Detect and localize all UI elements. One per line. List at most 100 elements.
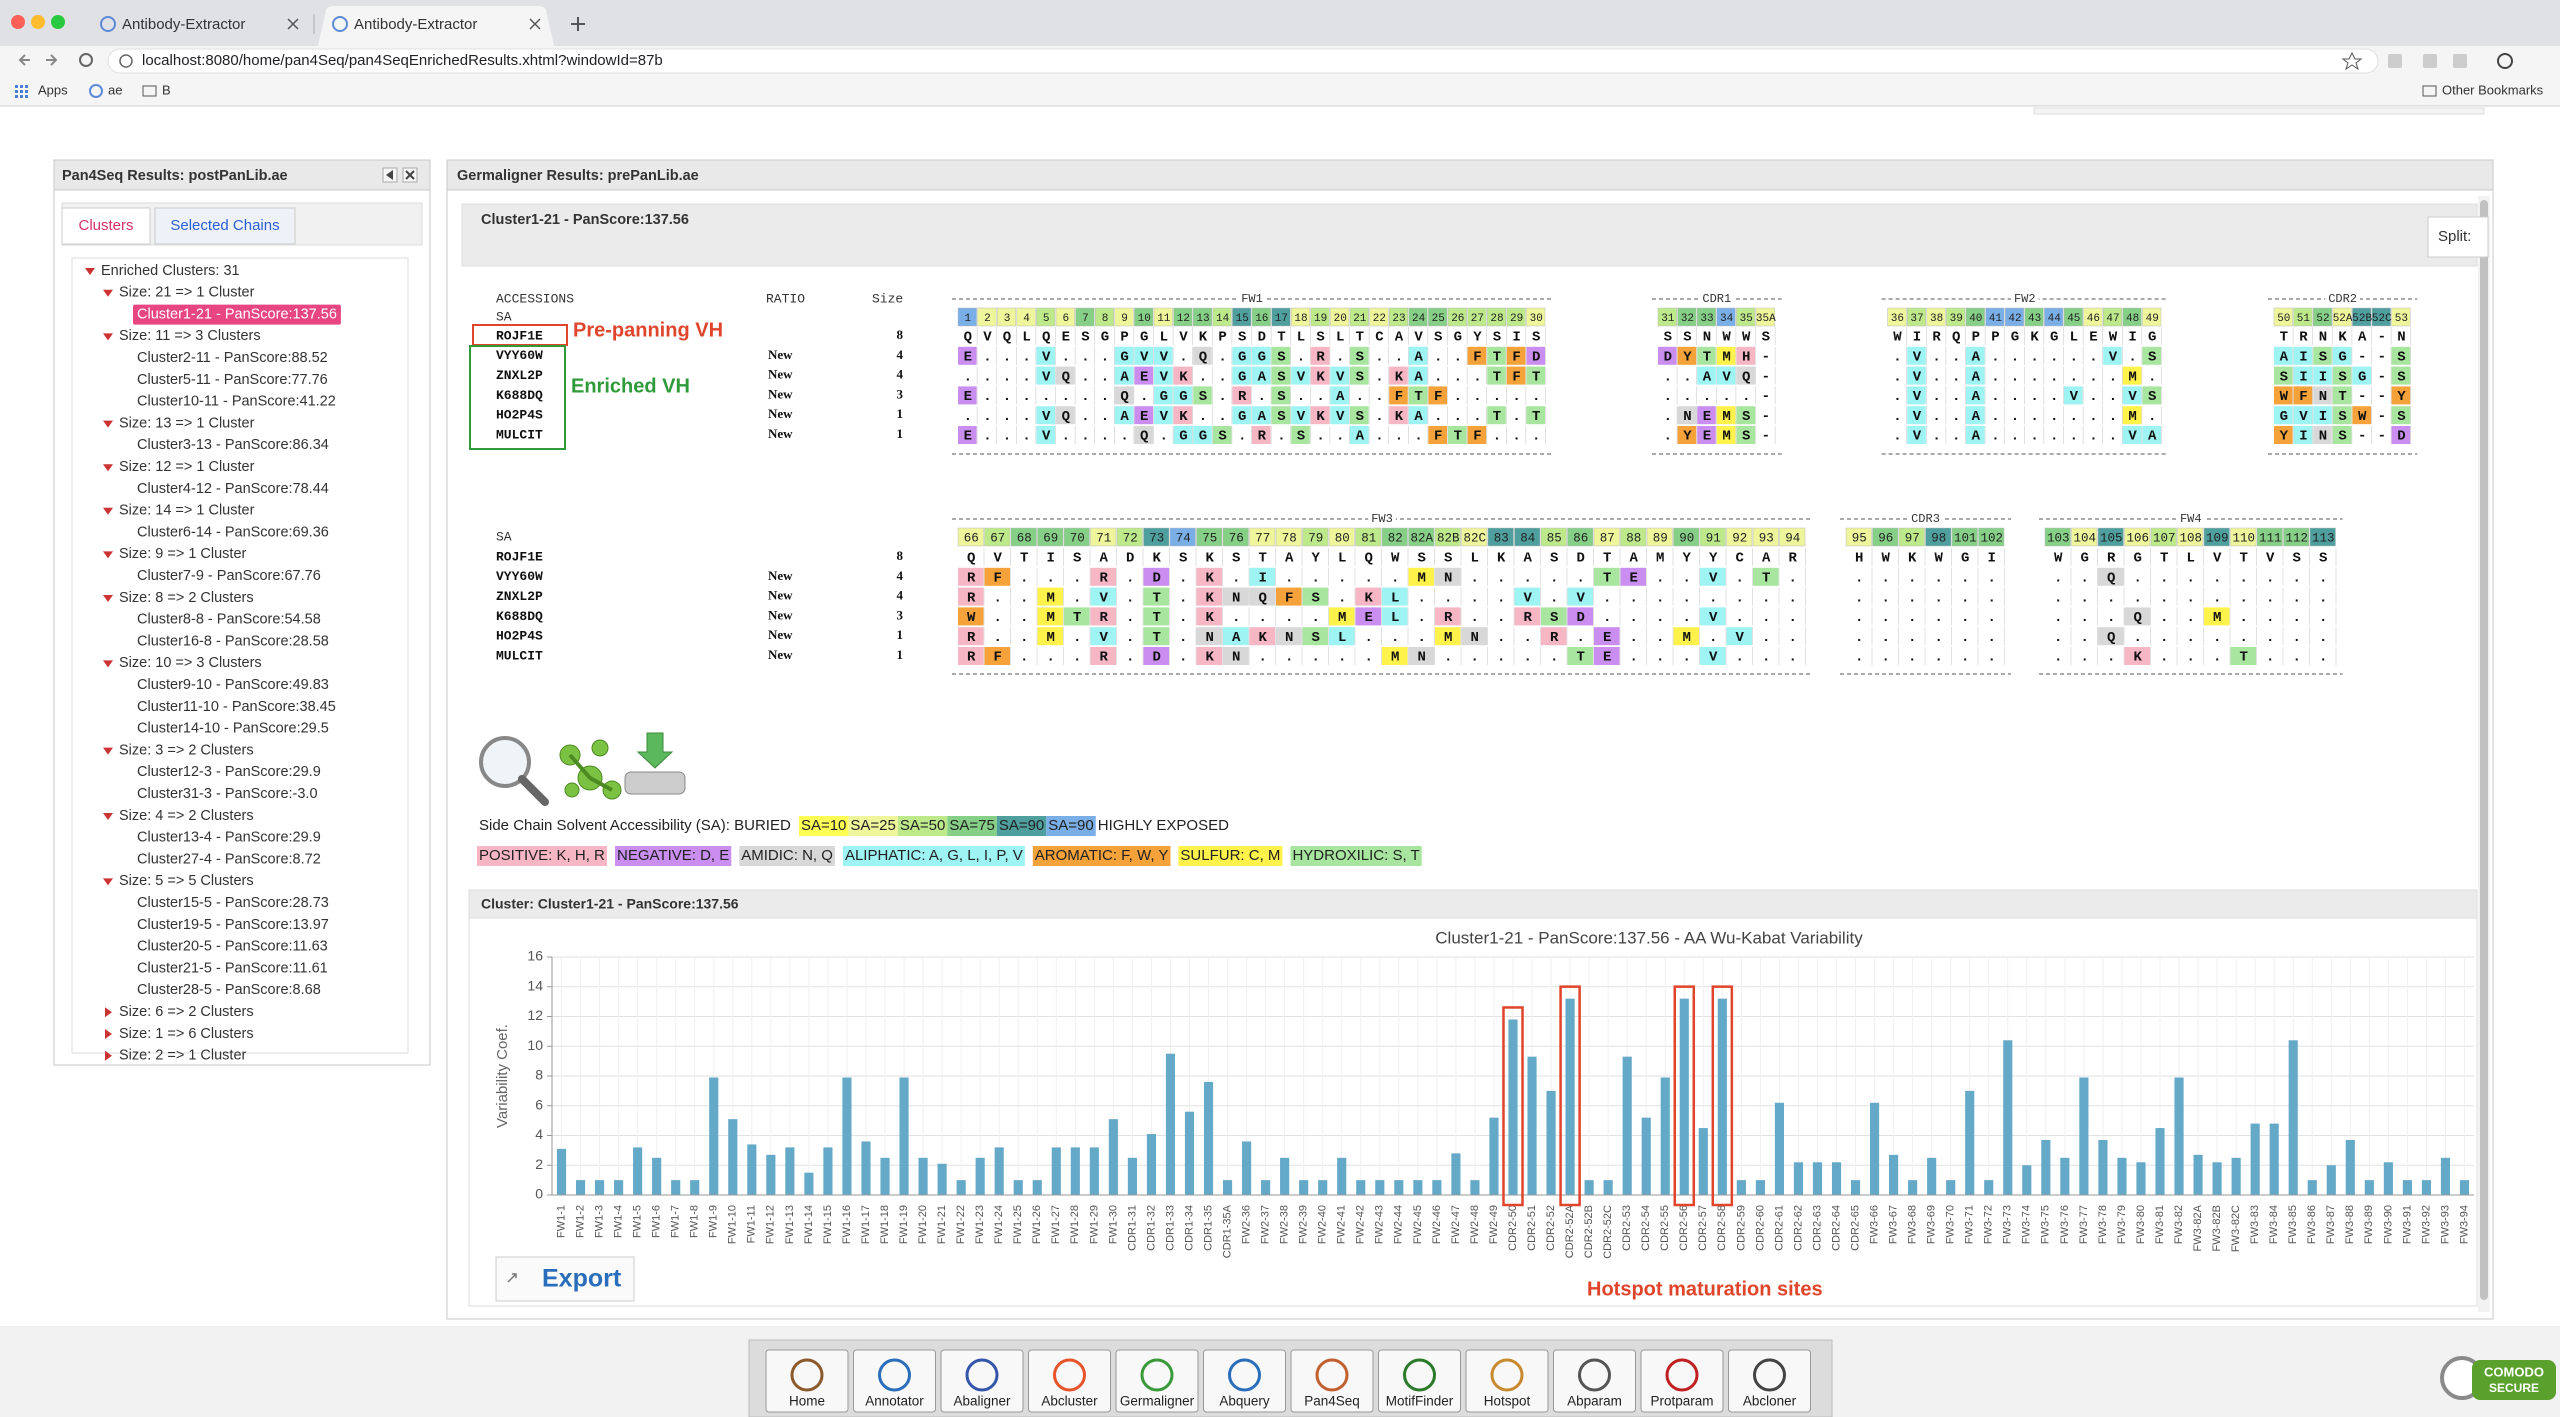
- tree-item[interactable]: Cluster13-4 - PanScore:29.9: [137, 830, 321, 846]
- tree-item[interactable]: Cluster4-12 - PanScore:78.44: [137, 481, 329, 497]
- residue-color: [1310, 346, 1330, 365]
- tree-group[interactable]: Size: 12 => 1 Cluster: [119, 459, 255, 475]
- bookmark[interactable]: Other Bookmarks: [2442, 82, 2544, 97]
- tree-group[interactable]: Size: 11 => 3 Clusters: [119, 328, 261, 344]
- tree-item[interactable]: Cluster7-9 - PanScore:67.76: [137, 568, 321, 584]
- residue-color: [958, 607, 984, 626]
- bar: [1261, 1180, 1271, 1195]
- toolbar-label[interactable]: Protparam: [1650, 1394, 1713, 1409]
- export-button[interactable]: [495, 1256, 635, 1302]
- toolbar-button[interactable]: [853, 1349, 936, 1413]
- tree-item[interactable]: Cluster10-11 - PanScore:41.22: [137, 394, 336, 410]
- bookmark[interactable]: Apps: [38, 82, 68, 97]
- tree-item[interactable]: Cluster11-10 - PanScore:38.45: [137, 699, 336, 715]
- toolbar-label[interactable]: Abcloner: [1743, 1394, 1797, 1409]
- export-label[interactable]: Export: [542, 1265, 622, 1293]
- toolbar-button[interactable]: [1290, 1349, 1374, 1413]
- toolbar-label[interactable]: Abparam: [1567, 1394, 1622, 1409]
- x-tick-label: FW1-30: [1107, 1205, 1119, 1244]
- tree-group[interactable]: Size: 21 => 1 Cluster: [119, 285, 255, 301]
- toolbar-label[interactable]: Pan4Seq: [1304, 1394, 1360, 1409]
- residue-color: [1037, 607, 1063, 626]
- toolbar-button[interactable]: [1553, 1349, 1636, 1413]
- toolbar-label[interactable]: Hotspot: [1484, 1394, 1531, 1409]
- browser-tab[interactable]: [318, 6, 554, 46]
- toolbar-button[interactable]: [1465, 1349, 1549, 1413]
- residue-color: [1594, 627, 1620, 646]
- tree-item[interactable]: Cluster27-4 - PanScore:8.72: [137, 851, 321, 867]
- tree-group[interactable]: Size: 10 => 3 Clusters: [119, 655, 262, 671]
- toolbar-label[interactable]: Abcluster: [1041, 1394, 1098, 1409]
- tree-group[interactable]: Size: 13 => 1 Cluster: [119, 415, 255, 431]
- toolbar-button[interactable]: [940, 1349, 1024, 1413]
- toolbar-button[interactable]: [1115, 1349, 1199, 1413]
- size: 1: [897, 647, 904, 662]
- tree-item[interactable]: Cluster8-8 - PanScore:54.58: [137, 612, 321, 628]
- toolbar-label[interactable]: Abquery: [1219, 1394, 1270, 1409]
- toolbar-label[interactable]: Annotator: [865, 1394, 924, 1409]
- toolbar-label[interactable]: Abaligner: [953, 1394, 1011, 1409]
- tree-toggle: [103, 878, 113, 886]
- split-button[interactable]: [2427, 216, 2489, 258]
- tree-group[interactable]: Size: 2 => 1 Cluster: [119, 1048, 247, 1064]
- address-field[interactable]: [107, 48, 2379, 74]
- tree-item[interactable]: Cluster5-11 - PanScore:77.76: [137, 372, 328, 388]
- tab-label[interactable]: Clusters: [78, 217, 133, 234]
- tab[interactable]: [61, 207, 151, 245]
- residue-color: [2332, 346, 2352, 365]
- tree-item[interactable]: Cluster14-10 - PanScore:29.5: [137, 721, 329, 737]
- tree-item[interactable]: Cluster15-5 - PanScore:28.73: [137, 895, 329, 911]
- tree-item[interactable]: Cluster9-10 - PanScore:49.83: [137, 677, 329, 693]
- tree-item[interactable]: Cluster16-8 - PanScore:28.58: [137, 633, 329, 649]
- tab[interactable]: [154, 207, 296, 245]
- tree-group[interactable]: Size: 5 => 5 Clusters: [119, 873, 254, 889]
- residue-color: [1541, 607, 1567, 626]
- tree-item[interactable]: Cluster20-5 - PanScore:11.63: [137, 939, 328, 955]
- molecule-icon[interactable]: [564, 782, 580, 798]
- toolbar-label[interactable]: Germaligner: [1120, 1394, 1195, 1409]
- toolbar-label[interactable]: MotifFinder: [1386, 1394, 1454, 1409]
- toolbar-button[interactable]: [1028, 1349, 1111, 1413]
- residue-color: [1193, 346, 1212, 365]
- residue-color: [1173, 426, 1193, 444]
- toolbar-label[interactable]: Home: [789, 1394, 825, 1409]
- tree-group[interactable]: Size: 1 => 6 Clusters: [119, 1026, 254, 1042]
- tab-title[interactable]: Antibody-Extractor: [354, 16, 477, 33]
- residue-color: [1271, 366, 1291, 385]
- residue-color: [1697, 406, 1716, 425]
- tree-item[interactable]: Cluster3-13 - PanScore:86.34: [137, 437, 329, 453]
- tree-item[interactable]: Cluster31-3 - PanScore:-3.0: [137, 786, 318, 802]
- x-tick-label: FW3-92: [2420, 1205, 2432, 1244]
- search-icon[interactable]: [479, 736, 531, 788]
- toolbar-button[interactable]: [1640, 1349, 1724, 1413]
- molecule-icon[interactable]: [591, 739, 609, 757]
- download-icon[interactable]: [624, 771, 686, 795]
- tree-group[interactable]: Size: 8 => 2 Clusters: [119, 590, 254, 606]
- panel-title: Germaligner Results: prePanLib.ae: [457, 168, 699, 184]
- sa-cell: [2024, 307, 2044, 327]
- tree-item[interactable]: Cluster6-14 - PanScore:69.36: [137, 524, 329, 540]
- bookmark[interactable]: ae: [108, 82, 122, 97]
- toolbar-button[interactable]: [765, 1349, 849, 1413]
- toolbar-button[interactable]: [1728, 1349, 1811, 1413]
- tree-toggle: [103, 507, 113, 515]
- tree-group[interactable]: Size: 14 => 1 Cluster: [119, 503, 255, 519]
- tree-group[interactable]: Size: 9 => 1 Cluster: [119, 546, 247, 562]
- tree-item[interactable]: Cluster28-5 - PanScore:8.68: [137, 982, 321, 998]
- bookmark[interactable]: B: [162, 82, 171, 97]
- position-label: 89: [1653, 531, 1668, 545]
- tree-item[interactable]: Cluster1-21 - PanScore:137.56: [137, 306, 337, 322]
- tree-item[interactable]: Cluster21-5 - PanScore:11.61: [137, 960, 328, 976]
- tree-item[interactable]: Cluster12-3 - PanScore:29.9: [137, 764, 321, 780]
- tree-group[interactable]: Size: 3 => 2 Clusters: [119, 742, 254, 758]
- toolbar-button[interactable]: [1203, 1349, 1286, 1413]
- tree-item[interactable]: Cluster2-11 - PanScore:88.52: [137, 350, 328, 366]
- toolbar-button[interactable]: [1378, 1349, 1461, 1413]
- tab-label[interactable]: Selected Chains: [170, 217, 279, 234]
- x-tick-label: FW1-5: [632, 1205, 644, 1238]
- tree-group[interactable]: Size: 4 => 2 Clusters: [119, 808, 254, 824]
- tree-item[interactable]: Cluster19-5 - PanScore:13.97: [137, 917, 329, 933]
- tab-title[interactable]: Antibody-Extractor: [122, 16, 245, 33]
- tree-group[interactable]: Size: 6 => 2 Clusters: [119, 1004, 254, 1020]
- ratio: New: [768, 588, 793, 603]
